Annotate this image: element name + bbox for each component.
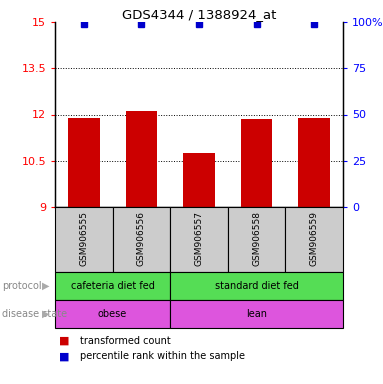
Text: ■: ■ <box>59 351 69 361</box>
Title: GDS4344 / 1388924_at: GDS4344 / 1388924_at <box>122 8 276 21</box>
Text: ▶: ▶ <box>42 281 49 291</box>
Bar <box>55 272 170 300</box>
Text: transformed count: transformed count <box>80 336 171 346</box>
Bar <box>55 300 170 328</box>
Bar <box>183 153 215 207</box>
Bar <box>298 118 330 207</box>
Text: disease state: disease state <box>2 309 67 319</box>
Text: ■: ■ <box>59 336 69 346</box>
Text: percentile rank within the sample: percentile rank within the sample <box>80 351 245 361</box>
Text: GSM906555: GSM906555 <box>79 211 88 266</box>
Text: cafeteria diet fed: cafeteria diet fed <box>70 281 154 291</box>
Bar <box>126 111 157 207</box>
Bar <box>68 118 100 207</box>
Text: lean: lean <box>246 309 267 319</box>
Bar <box>170 272 343 300</box>
Text: protocol: protocol <box>2 281 41 291</box>
Bar <box>241 119 272 207</box>
Text: GSM906557: GSM906557 <box>195 211 203 266</box>
Text: GSM906559: GSM906559 <box>310 211 319 266</box>
Bar <box>55 207 113 272</box>
Text: ▶: ▶ <box>42 309 49 319</box>
Bar <box>285 207 343 272</box>
Bar <box>113 207 170 272</box>
Text: standard diet fed: standard diet fed <box>214 281 298 291</box>
Text: obese: obese <box>98 309 127 319</box>
Bar <box>170 300 343 328</box>
Text: GSM906556: GSM906556 <box>137 211 146 266</box>
Text: GSM906558: GSM906558 <box>252 211 261 266</box>
Bar <box>170 207 228 272</box>
Bar <box>228 207 285 272</box>
